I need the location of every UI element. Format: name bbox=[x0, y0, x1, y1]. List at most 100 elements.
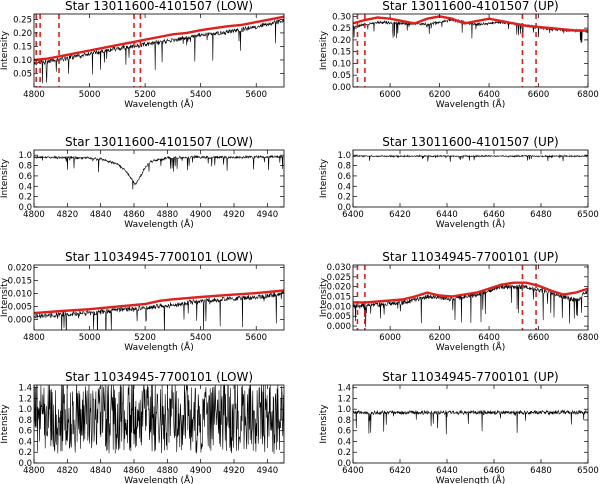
x-tick-label: 6000 bbox=[379, 90, 401, 100]
spectrum-line bbox=[34, 154, 284, 190]
x-tick-label: 6500 bbox=[577, 466, 599, 476]
spectrum-line bbox=[34, 19, 284, 84]
continuum-fit-line bbox=[353, 281, 588, 304]
y-tick-label: 0.0 bbox=[18, 203, 32, 213]
x-axis-label: Wavelength (Å) bbox=[124, 218, 193, 230]
y-tick-label: 0.4 bbox=[337, 182, 351, 192]
y-tick-label: 0.00 bbox=[332, 83, 351, 93]
panel-7: 4800 4820 4840 4860 4880 4900 4920 49400.00.20.… bbox=[0, 370, 285, 484]
y-tick-label: 0.25 bbox=[13, 15, 32, 25]
y-tick-label: 0.15 bbox=[13, 42, 32, 52]
x-tick-label: 4840 bbox=[90, 210, 112, 220]
panel-2: 6000 6200 6400 6600 6800 0.00 0.05 0.100.15 0.20… bbox=[319, 0, 599, 110]
y-tick-label: 0.05 bbox=[332, 71, 351, 81]
y-tick-label: 0.6 bbox=[337, 427, 351, 437]
x-tick-label: 4940 bbox=[257, 210, 279, 220]
y-tick-label: 0.015 bbox=[8, 277, 32, 287]
y-tick-label: 0.15 bbox=[332, 48, 351, 58]
y-tick-label: 0.4 bbox=[18, 182, 32, 192]
axes-frame bbox=[33, 384, 285, 464]
y-tick-label: 0.4 bbox=[337, 437, 351, 447]
y-tick-label: 0.005 bbox=[8, 303, 32, 313]
x-tick-label: 6800 bbox=[577, 333, 599, 343]
panel-title: Star 11034945-7700101 (LOW) bbox=[65, 250, 253, 264]
y-tick-label: 0.8 bbox=[337, 162, 351, 172]
x-tick-label: 4900 bbox=[190, 466, 212, 476]
panel-5: 4800 5000 5200 5400 5600 0.000 0.005 0.010 0.015… bbox=[0, 250, 285, 353]
x-tick-label: 4800 bbox=[23, 466, 45, 476]
axes-frame bbox=[33, 264, 285, 331]
plot-area bbox=[353, 154, 588, 162]
y-axis-label: Intensity bbox=[319, 30, 329, 70]
x-tick-label: 4860 bbox=[123, 466, 145, 476]
axes-frame bbox=[352, 384, 589, 464]
y-tick-label: 0.0 bbox=[337, 459, 351, 469]
axes-frame bbox=[33, 13, 285, 88]
panel-1: 4800 5000 5200 5400 5600 0.05 0.10 0.15 0.20 0.25… bbox=[0, 0, 285, 110]
panel-6: 6000 6200 6400 6600 6800 0.0000.0050.0100.015… bbox=[319, 250, 599, 353]
y-tick-label: 0.8 bbox=[337, 416, 351, 426]
x-tick-label: 6480 bbox=[530, 210, 552, 220]
plot-area bbox=[353, 265, 588, 330]
x-tick-label: 6460 bbox=[483, 210, 505, 220]
x-tick-label: 5600 bbox=[245, 90, 267, 100]
x-axis-label: Wavelength (Å) bbox=[436, 98, 505, 110]
y-tick-label: 0.0 bbox=[337, 203, 351, 213]
x-tick-label: 6440 bbox=[436, 466, 458, 476]
y-tick-label: 0.25 bbox=[332, 24, 351, 34]
y-tick-label: 0.8 bbox=[18, 416, 32, 426]
x-tick-label: 6800 bbox=[577, 90, 599, 100]
panel-title: Star 11034945-7700101 (UP) bbox=[382, 370, 558, 384]
x-tick-label: 4920 bbox=[223, 210, 245, 220]
plot-area bbox=[353, 14, 588, 87]
x-tick-label: 6600 bbox=[528, 333, 550, 343]
panel-3: 4800 4820 4840 4860 4880 4900 4920 49400.00.20.… bbox=[0, 135, 285, 230]
continuum-fit-line bbox=[34, 289, 284, 315]
y-tick-label: 0.005 bbox=[327, 312, 351, 322]
x-tick-label: 4900 bbox=[190, 210, 212, 220]
x-tick-label: 4940 bbox=[257, 466, 279, 476]
plot-area bbox=[34, 289, 284, 330]
x-tick-label: 5400 bbox=[190, 90, 212, 100]
x-tick-label: 4800 bbox=[23, 210, 45, 220]
y-tick-label: 1.2 bbox=[18, 394, 32, 404]
x-tick-label: 6460 bbox=[483, 466, 505, 476]
y-tick-label: 0.020 bbox=[327, 283, 351, 293]
y-tick-label: 1.2 bbox=[337, 394, 351, 404]
y-tick-label: 0.6 bbox=[337, 172, 351, 182]
axes-frame bbox=[352, 149, 589, 208]
y-tick-label: 0.000 bbox=[327, 322, 351, 332]
y-axis-label: Intensity bbox=[319, 277, 329, 317]
x-tick-label: 6400 bbox=[478, 90, 500, 100]
y-tick-label: 0.030 bbox=[327, 263, 351, 273]
y-tick-label: 0.025 bbox=[327, 273, 351, 283]
plot-area bbox=[34, 14, 284, 87]
y-tick-label: 1.0 bbox=[337, 405, 351, 415]
x-tick-label: 5600 bbox=[245, 333, 267, 343]
y-tick-label: 1.4 bbox=[18, 384, 32, 394]
plot-area bbox=[34, 154, 284, 190]
x-axis-label: Wavelength (Å) bbox=[436, 474, 505, 484]
y-tick-label: 0.4 bbox=[18, 437, 32, 447]
spectrum-line bbox=[34, 290, 284, 330]
x-tick-label: 4840 bbox=[90, 466, 112, 476]
x-tick-label: 6400 bbox=[342, 466, 364, 476]
x-axis-label: Wavelength (Å) bbox=[436, 341, 505, 353]
x-tick-label: 5200 bbox=[134, 90, 156, 100]
x-tick-label: 6400 bbox=[478, 333, 500, 343]
continuum-fit-line bbox=[353, 15, 588, 32]
x-axis-label: Wavelength (Å) bbox=[436, 218, 505, 230]
x-tick-label: 6400 bbox=[342, 210, 364, 220]
x-tick-label: 6440 bbox=[436, 210, 458, 220]
spectrum-line bbox=[34, 385, 284, 454]
panel-title: Star 11034945-7700101 (LOW) bbox=[65, 370, 253, 384]
panel-title: Star 13011600-4101507 (LOW) bbox=[65, 0, 253, 13]
x-tick-label: 6500 bbox=[577, 210, 599, 220]
axes-frame bbox=[33, 149, 285, 208]
y-tick-label: 0.000 bbox=[8, 316, 32, 326]
y-axis-label: Intensity bbox=[0, 30, 10, 70]
x-tick-label: 5200 bbox=[134, 333, 156, 343]
y-tick-label: 0.010 bbox=[327, 302, 351, 312]
spectrum-line bbox=[353, 409, 588, 435]
